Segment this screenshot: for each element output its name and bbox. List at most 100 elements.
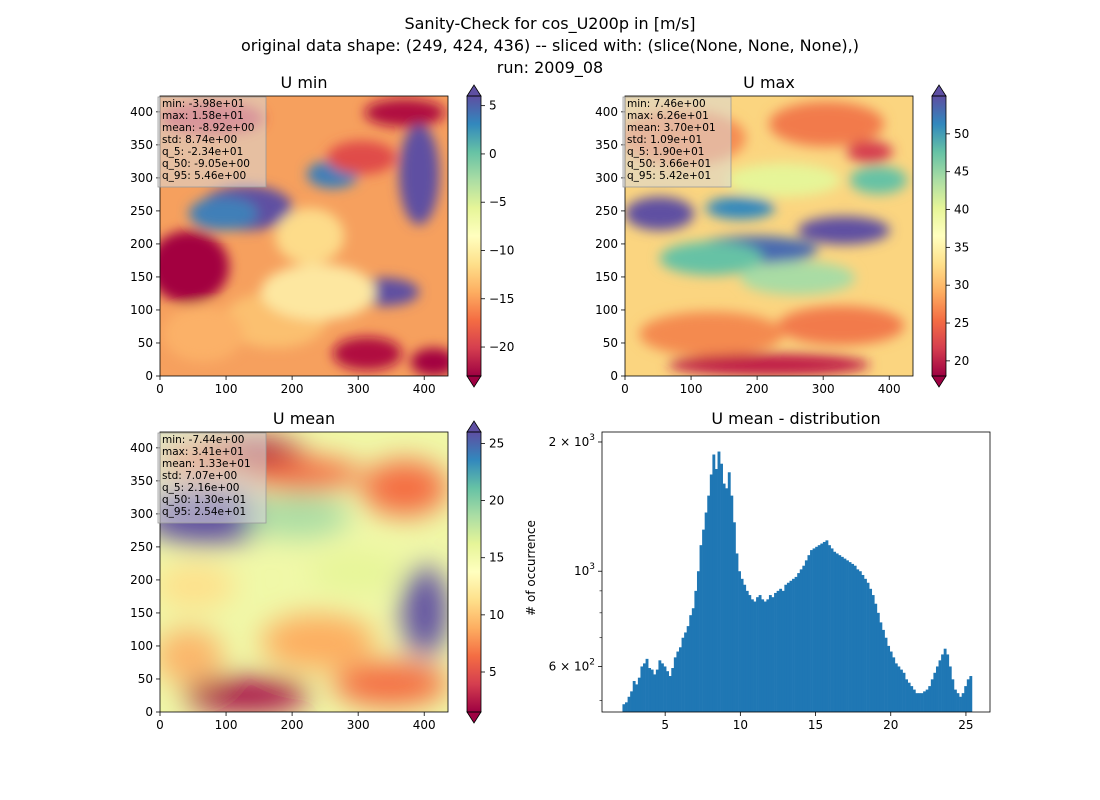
- heatmap-region: [846, 140, 893, 164]
- colorbar-tick-label: 0: [489, 147, 497, 161]
- histogram-bar: [820, 543, 824, 712]
- histogram-bar: [761, 599, 765, 712]
- histogram-bar: [766, 599, 770, 712]
- histogram-bar: [699, 545, 703, 712]
- stats-line: max: 6.26e+01: [627, 110, 709, 122]
- histogram-bar: [946, 654, 950, 712]
- histogram-bar: [789, 580, 793, 712]
- heatmap-region: [769, 101, 885, 147]
- histogram-bar: [717, 451, 721, 712]
- histogram-bar: [743, 584, 747, 712]
- colorbar-frame: [931, 95, 947, 377]
- histogram-bar: [622, 704, 626, 712]
- histogram-bar: [856, 569, 860, 712]
- histogram-bar: [879, 622, 883, 712]
- histogram-bar: [758, 595, 762, 712]
- x-tick-label: 300: [347, 718, 370, 732]
- histogram-bar: [843, 558, 847, 712]
- colorbar-gradient: [467, 432, 481, 712]
- y-tick-label: 150: [595, 270, 618, 284]
- colorbar-tick-label: 25: [954, 316, 969, 330]
- x-tick-label: 100: [680, 382, 703, 396]
- histogram-bar: [774, 592, 777, 712]
- x-tick-label: 0: [156, 382, 164, 396]
- histogram-bar: [910, 686, 914, 712]
- histogram-bar: [797, 573, 801, 712]
- colorbar-tick-label: 40: [954, 203, 969, 217]
- histogram-bar: [635, 684, 639, 712]
- colorbar-tick-label: −20: [489, 340, 514, 354]
- histogram-bar: [738, 571, 741, 712]
- stats-box-frame: [157, 432, 267, 524]
- stats-line: min: -7.44e+00: [162, 434, 244, 446]
- y-tick-label: 6 × 102: [549, 657, 595, 673]
- heatmap-region: [364, 98, 446, 127]
- histogram-bar: [691, 608, 695, 712]
- y-tick-label: 50: [603, 336, 618, 350]
- x-tick-label: 0: [621, 382, 629, 396]
- figure-title-line-3: run: 2009_08: [496, 58, 604, 77]
- stats-line: q_5: -2.34e+01: [162, 146, 243, 158]
- histogram-bar: [696, 571, 700, 712]
- histogram-bar: [915, 693, 919, 712]
- histogram-bar: [666, 671, 670, 712]
- histogram-bar: [884, 637, 888, 712]
- heatmap-region: [188, 196, 258, 231]
- y-tick-label: 250: [130, 204, 153, 218]
- x-tick-label: 400: [413, 718, 436, 732]
- y-tick-label: 200: [130, 237, 153, 251]
- histogram-bar: [776, 590, 780, 712]
- histogram-bar: [866, 582, 870, 712]
- histogram-bar: [802, 565, 806, 712]
- histogram-bar: [835, 553, 839, 712]
- histogram-bar: [684, 632, 687, 712]
- histogram-bar: [727, 472, 731, 712]
- stats-line: std: 8.74e+00: [162, 134, 237, 146]
- axes-frame: [624, 95, 914, 377]
- x-tick-label: 10: [733, 718, 748, 732]
- stats-line: q_95: 5.46e+00: [162, 170, 246, 182]
- y-tick-label: 400: [595, 105, 618, 119]
- histogram-bar: [892, 657, 896, 712]
- stats-line: q_5: 2.16e+00: [162, 482, 239, 494]
- histogram-bar: [686, 626, 690, 712]
- histogram-bar: [722, 483, 726, 712]
- y-axis-label: # of occurrence: [524, 520, 538, 616]
- colorbar-extend-min: [466, 375, 482, 388]
- histogram-bar: [781, 590, 785, 712]
- y-tick-label: 2 × 103: [549, 433, 595, 449]
- histogram-bar: [822, 541, 826, 712]
- heatmap-region: [410, 348, 448, 376]
- histogram-bar: [673, 657, 677, 712]
- colorbar-tick-label: −15: [489, 292, 514, 306]
- histogram-bar: [768, 595, 772, 712]
- histogram-panel: 5 10 15 20 25 6 × 102 103 2 × 103 U mean - distr…: [524, 409, 991, 732]
- histogram-bar: [714, 469, 718, 712]
- y-tick-label: 400: [130, 441, 153, 455]
- heatmap-region: [160, 628, 224, 684]
- histogram-bar: [627, 696, 631, 712]
- colorbar-extend-max: [466, 420, 482, 433]
- histogram-bar: [938, 660, 942, 712]
- x-tick-label: 200: [281, 382, 304, 396]
- colorbar-tick-label: 15: [489, 551, 504, 565]
- histogram-bar: [864, 578, 867, 712]
- histogram-bar: [902, 672, 906, 712]
- histogram-bar: [632, 681, 636, 712]
- y-tick-label: 350: [130, 138, 153, 152]
- histogram-bar: [794, 576, 798, 712]
- colorbar-gradient: [467, 96, 481, 376]
- stats-box-frame: [622, 96, 732, 188]
- histogram-bar: [874, 603, 878, 712]
- stats-line: max: 1.58e+01: [162, 110, 244, 122]
- colorbar-tick-label: 10: [489, 608, 504, 622]
- x-tick-label: 25: [958, 718, 973, 732]
- stats-line: mean: 3.70e+01: [627, 122, 716, 134]
- colorbar-extend-min: [931, 375, 947, 388]
- histogram-bar: [961, 693, 965, 712]
- y-tick-label: 300: [595, 171, 618, 185]
- histogram-bar: [933, 672, 937, 712]
- histogram-bar: [912, 689, 916, 712]
